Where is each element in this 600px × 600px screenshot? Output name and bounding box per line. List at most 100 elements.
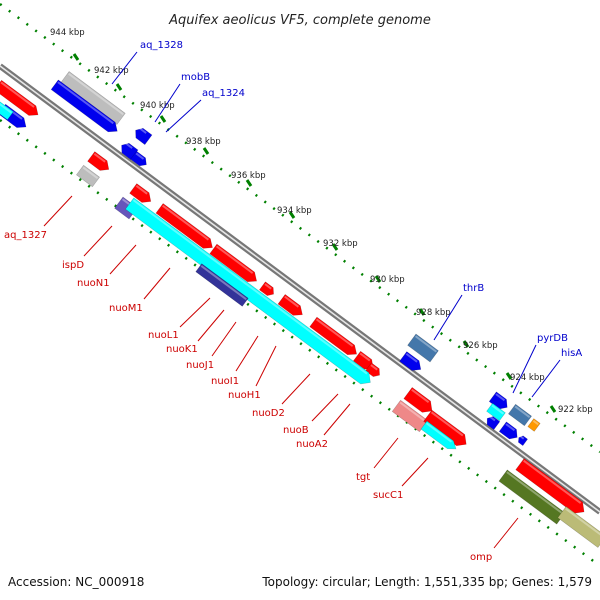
nuoJ1-label[interactable]: nuoJ1 (186, 360, 214, 371)
nuoL1-label[interactable]: nuoL1 (148, 330, 179, 341)
ispD-callout-line (83, 225, 113, 257)
gene-nuo-cyan-row (125, 197, 371, 385)
nuoM1-label[interactable]: nuoM1 (109, 303, 143, 314)
gene-sucC1 (423, 409, 467, 447)
gene-nuoK1 (277, 294, 303, 316)
mobB-callout-line (154, 83, 181, 123)
aq_1327-label[interactable]: aq_1327 (4, 230, 47, 241)
ruler-tick-label: 936 kbp (231, 171, 266, 181)
tgt-callout-line (373, 437, 399, 469)
gene-red-outer (0, 79, 39, 116)
ruler-tick-label: 932 kbp (323, 239, 358, 249)
nuoI1-label[interactable]: nuoI1 (211, 376, 239, 387)
gene-omp (498, 469, 566, 525)
gene-thrB (407, 333, 439, 363)
gene-tgt (391, 399, 429, 433)
nuoH1-label[interactable]: nuoH1 (228, 390, 261, 401)
nuoJ1-callout-line (211, 321, 237, 357)
thrB-callout-line (433, 294, 463, 341)
aq_1328-callout-line (111, 51, 138, 85)
nuoA2-label[interactable]: nuoA2 (296, 439, 328, 450)
aq_1324-label[interactable]: aq_1324 (202, 88, 245, 99)
gene-thrB-blue (399, 351, 422, 371)
nuoB-label[interactable]: nuoB (283, 425, 309, 436)
omp-label[interactable]: omp (470, 552, 492, 563)
gene-ispD (129, 183, 152, 203)
gene-red-omp (515, 458, 585, 514)
nuoK1-callout-line (197, 309, 225, 342)
pyrDB-label[interactable]: pyrDB (537, 333, 568, 344)
gene-nuoN1 (155, 203, 213, 249)
ruler-major-tick (549, 405, 557, 413)
ruler-major-tick (374, 275, 382, 283)
ruler-tick-label: 922 kbp (558, 405, 593, 415)
gene-nuoM1 (209, 243, 257, 283)
gene-hisA-a (486, 415, 501, 430)
ruler-ticks: 944 kbp 942 kbp 940 kbp 938 kbp 936 kbp 934 k… (50, 28, 593, 415)
nuoI1-callout-line (235, 335, 259, 372)
gene-red-tgt (403, 387, 433, 413)
ruler-major-tick (462, 340, 470, 348)
nuoL1-callout-line (179, 297, 211, 328)
gene-pyrDB-cyan (486, 402, 506, 422)
ruler-major-tick (115, 83, 123, 91)
gene-nuoL1 (259, 281, 274, 296)
topology-text: Topology: circular; Length: 1,551,335 bp… (261, 575, 592, 589)
gene-red-inner (87, 151, 110, 171)
aq_1327-callout-line (43, 195, 73, 227)
ruler-tick-label: 926 kbp (463, 341, 498, 351)
aq_1328-label[interactable]: aq_1328 (140, 40, 183, 51)
gene-aq1324b (130, 150, 147, 167)
ruler-tick-label: 938 kbp (186, 137, 221, 147)
gene-hisA-small (518, 435, 528, 446)
ruler-tick-label: 934 kbp (277, 206, 312, 216)
outer-dotted-track (0, 2, 600, 454)
ruler-tick-label: 940 kbp (140, 101, 175, 111)
thrB-label[interactable]: thrB (463, 283, 484, 294)
sucC1-callout-line (401, 457, 429, 487)
nuoD2-label[interactable]: nuoD2 (252, 408, 285, 419)
gene-aq1327 (76, 164, 100, 188)
gene-pyrDB (508, 403, 532, 427)
gene-aq1328 (60, 71, 126, 125)
hisA-label[interactable]: hisA (561, 348, 582, 359)
ruler-tick-label: 942 kbp (94, 66, 129, 76)
ruler-major-tick (288, 211, 296, 219)
genome-backbone (0, 63, 600, 515)
nuoN1-label[interactable]: nuoN1 (77, 278, 110, 289)
ruler-major-tick (159, 115, 167, 123)
gene-callouts: aq_1328 mobB aq_1324 thrB pyrDB hisA aq_1327is… (4, 40, 582, 563)
ruler-major-tick (245, 179, 253, 187)
mobB-label[interactable]: mobB (181, 72, 210, 83)
ispD-label[interactable]: ispD (62, 260, 84, 271)
nuoM1-callout-line (143, 267, 171, 300)
sucC1-label[interactable]: sucC1 (373, 490, 403, 501)
ruler-tick-label: 924 kbp (510, 373, 545, 383)
nuoD2-callout-line (281, 373, 311, 405)
nuoH1-callout-line (255, 345, 277, 387)
nuoA2-callout-line (323, 403, 351, 436)
gene-hisA-b (498, 421, 518, 440)
gene-sucC1-cyan (420, 420, 457, 450)
ruler-tick-label: 944 kbp (50, 28, 85, 38)
hisA-callout-line (531, 359, 561, 398)
ruler-major-tick (72, 53, 80, 61)
inner-dotted-track (0, 118, 600, 568)
ruler-major-tick (331, 243, 339, 251)
pyrDB-callout-line (512, 344, 537, 394)
ruler-major-tick (202, 147, 210, 155)
gene-hisA-orange (527, 418, 541, 432)
gene-omp-olive (557, 506, 600, 548)
omp-callout-line (493, 517, 519, 549)
tgt-label[interactable]: tgt (356, 472, 370, 483)
accession-text: Accession: NC_000918 (8, 575, 144, 589)
ruler-tick-label: 928 kbp (416, 308, 451, 318)
ruler-major-tick (418, 308, 426, 316)
gene-nuoI1 (309, 316, 357, 356)
nuoK1-label[interactable]: nuoK1 (166, 344, 198, 355)
aq_1324-callout-line (165, 99, 202, 133)
gene-mobB (135, 126, 153, 145)
nuoN1-callout-line (109, 244, 137, 275)
